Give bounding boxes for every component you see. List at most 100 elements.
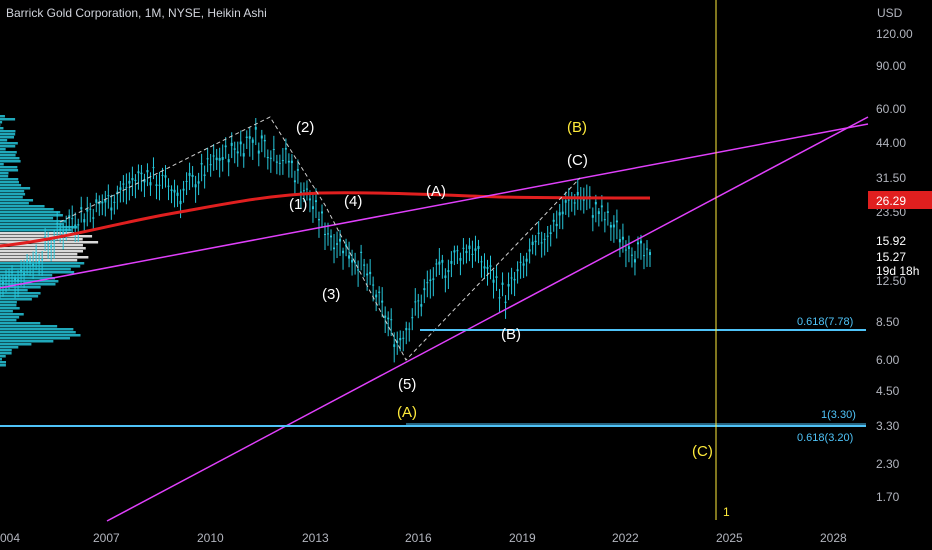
candle-body xyxy=(308,198,311,201)
candle-body xyxy=(513,278,516,281)
candle-body xyxy=(0,285,1,288)
trend-line-lower xyxy=(106,116,869,522)
candle-body xyxy=(429,279,432,282)
candle-body xyxy=(411,317,414,319)
candle-body xyxy=(107,195,110,197)
candle-body xyxy=(618,239,621,243)
candle-body xyxy=(239,141,242,145)
candle-body xyxy=(561,211,564,215)
time-marker-count: 1 xyxy=(723,505,730,519)
candle-body xyxy=(209,164,212,166)
candle-body xyxy=(366,273,369,276)
price-tick: 4.50 xyxy=(876,384,900,398)
volume-profile-bar xyxy=(0,151,17,154)
volume-profile-bar xyxy=(0,118,16,121)
time-axis[interactable]: 004 2007 2010 2013 2016 2019 2022 2025 2… xyxy=(0,505,847,545)
wave-label-4: (4) xyxy=(344,193,362,210)
candle-body xyxy=(29,261,32,265)
candle-body xyxy=(552,219,555,222)
volume-profile-bar xyxy=(0,358,2,361)
candle-body xyxy=(438,261,441,265)
candle-body xyxy=(417,300,420,302)
candle-body xyxy=(564,200,567,203)
volume-profile-bar xyxy=(0,184,22,187)
candle-body xyxy=(179,200,182,205)
volume-profile-bar xyxy=(0,331,76,334)
candle-body xyxy=(510,277,513,279)
candle-body xyxy=(606,211,609,213)
candle-body xyxy=(224,145,227,148)
candle-body xyxy=(212,155,215,157)
candle-body xyxy=(155,184,158,186)
candle-body xyxy=(459,258,462,261)
volume-profile-bar xyxy=(0,196,23,199)
volume-profile-bar xyxy=(0,133,16,136)
candle-body xyxy=(498,297,501,299)
candle-body xyxy=(558,212,561,216)
wave-label-c: (C) xyxy=(567,152,588,169)
candle-body xyxy=(215,157,218,161)
candle-body xyxy=(627,246,630,249)
candle-body xyxy=(528,249,531,252)
candle-body xyxy=(53,238,56,242)
volume-profile-bar xyxy=(0,172,9,175)
candle-body xyxy=(2,282,5,285)
volume-profile-bar xyxy=(0,304,17,307)
candle-body xyxy=(44,236,47,238)
volume-profile-bar xyxy=(0,286,41,289)
candle-body xyxy=(50,245,53,248)
candle-body xyxy=(170,189,173,192)
candle-body xyxy=(152,167,155,169)
candle-body xyxy=(573,202,576,204)
candle-body xyxy=(624,249,627,251)
candle-body xyxy=(200,163,203,165)
candle-body xyxy=(649,252,651,255)
volume-profile-bar xyxy=(0,259,78,262)
candle-body xyxy=(402,337,405,339)
candle-body xyxy=(546,235,549,237)
volume-profile-bar xyxy=(0,337,70,340)
candle-body xyxy=(56,223,59,225)
candle-body xyxy=(173,189,176,193)
candle-body xyxy=(113,201,116,203)
volume-profile-bar xyxy=(0,364,6,367)
candle-body xyxy=(642,255,645,257)
volume-profile-bar xyxy=(0,217,54,220)
candle-body xyxy=(375,294,378,298)
candle-body xyxy=(137,171,140,174)
price-axis[interactable]: USD 120.00 90.00 60.00 44.00 31.50 23.50… xyxy=(868,6,932,504)
volume-profile-bar xyxy=(0,142,18,145)
candle-body xyxy=(296,169,299,171)
candle-body xyxy=(330,235,333,238)
candle-body xyxy=(393,344,396,347)
candle-body xyxy=(317,219,320,221)
candle-body xyxy=(110,207,113,211)
candle-body xyxy=(372,284,375,286)
time-tick: 2022 xyxy=(612,531,639,545)
candle-body xyxy=(597,211,600,215)
volume-profile-bar xyxy=(0,256,89,259)
candle-body xyxy=(272,149,275,151)
volume-profile-bar xyxy=(0,244,83,247)
price-tick: 60.00 xyxy=(876,102,906,116)
price-tick: 31.50 xyxy=(876,171,906,185)
candle-body xyxy=(17,279,20,282)
candle-body xyxy=(251,139,254,143)
candle-body xyxy=(248,136,251,139)
candle-body xyxy=(134,179,137,181)
trend-line-upper xyxy=(0,123,869,289)
volume-profile-bar xyxy=(0,139,8,142)
candle-body xyxy=(462,247,465,249)
volume-profile-bar xyxy=(0,349,12,352)
candle-body xyxy=(405,328,408,331)
volume-profile-bar xyxy=(0,301,17,304)
candle-body xyxy=(399,337,402,341)
candle-body xyxy=(645,248,648,250)
volume-profile-bar xyxy=(0,226,78,229)
volume-profile-bar xyxy=(0,202,29,205)
candle-body xyxy=(191,174,194,177)
volume-profile-bar xyxy=(0,274,53,277)
candle-body xyxy=(74,224,77,227)
time-tick: 2016 xyxy=(405,531,432,545)
